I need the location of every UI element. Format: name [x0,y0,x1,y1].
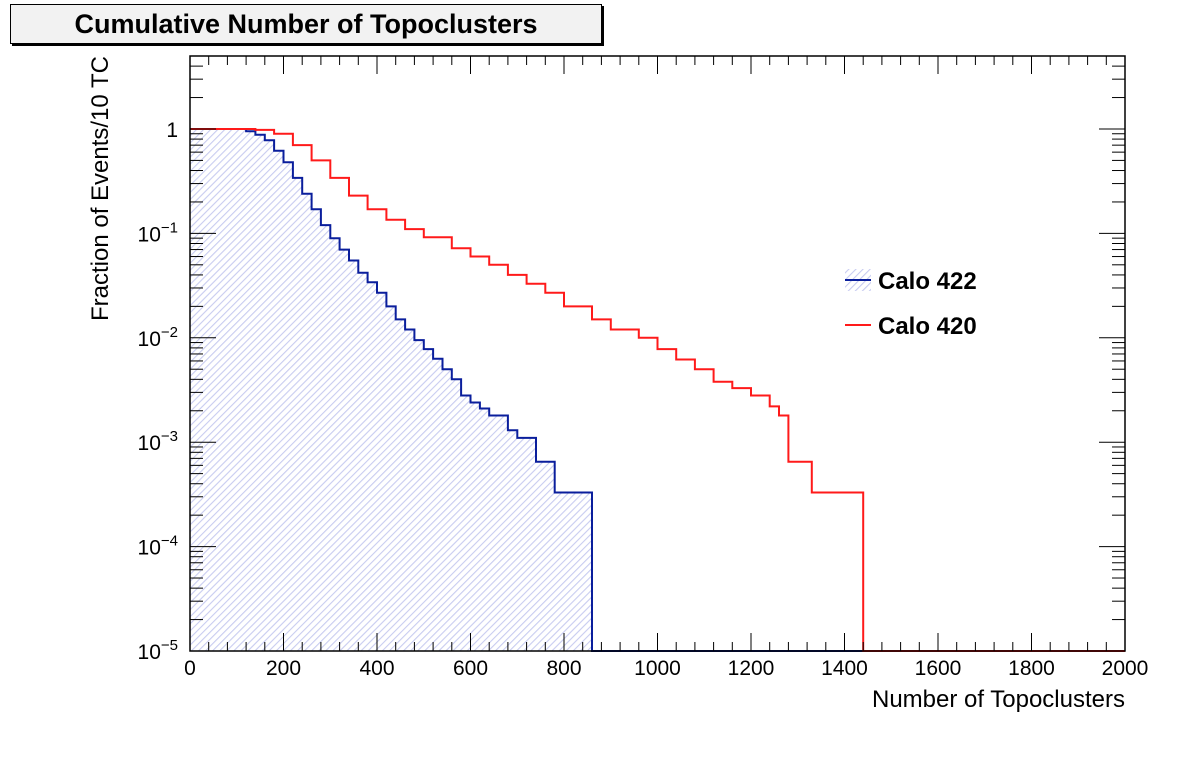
legend-label: Calo 420 [878,313,977,340]
series-fill-0 [190,129,592,651]
axis-tick-labels: 0 200 400 600 800 1000 1200 1400 1600 1800 2000 1 10… [138,119,1149,680]
x-tick-label: 600 [453,657,488,680]
series-line-0 [190,128,1125,652]
legend-item: Calo 420 [845,313,977,340]
legend: Calo 422 Calo 420 [845,268,977,340]
x-tick-label: 0 [184,657,196,680]
series-fills [190,129,592,651]
y-tick-label: 1 [166,119,178,142]
y-tick-label: 10−3 [138,428,178,455]
y-axis-title: Fraction of Events/10 TC [87,56,114,321]
series-lines [190,128,1125,652]
x-tick-label: 1000 [634,657,681,680]
x-tick-label: 1400 [821,657,868,680]
series-line-1 [190,128,1125,652]
legend-label: Calo 422 [878,268,977,295]
chart-title: Cumulative Number of Topoclusters [10,4,602,44]
x-tick-label: 800 [546,657,581,680]
y-tick-label: 10−4 [138,533,178,560]
y-tick-label: 10−5 [138,637,178,664]
y-tick-label: 10−1 [138,219,178,246]
legend-item: Calo 422 [845,268,977,295]
axis-ticks [189,55,1126,652]
y-tick-label: 10−2 [138,324,178,351]
x-tick-label: 200 [266,657,301,680]
x-tick-label: 1600 [915,657,962,680]
x-tick-label: 2000 [1102,657,1149,680]
x-tick-label: 1200 [728,657,775,680]
x-tick-label: 400 [359,657,394,680]
x-axis-title: Number of Topoclusters [872,686,1125,713]
x-tick-label: 1800 [1008,657,1055,680]
